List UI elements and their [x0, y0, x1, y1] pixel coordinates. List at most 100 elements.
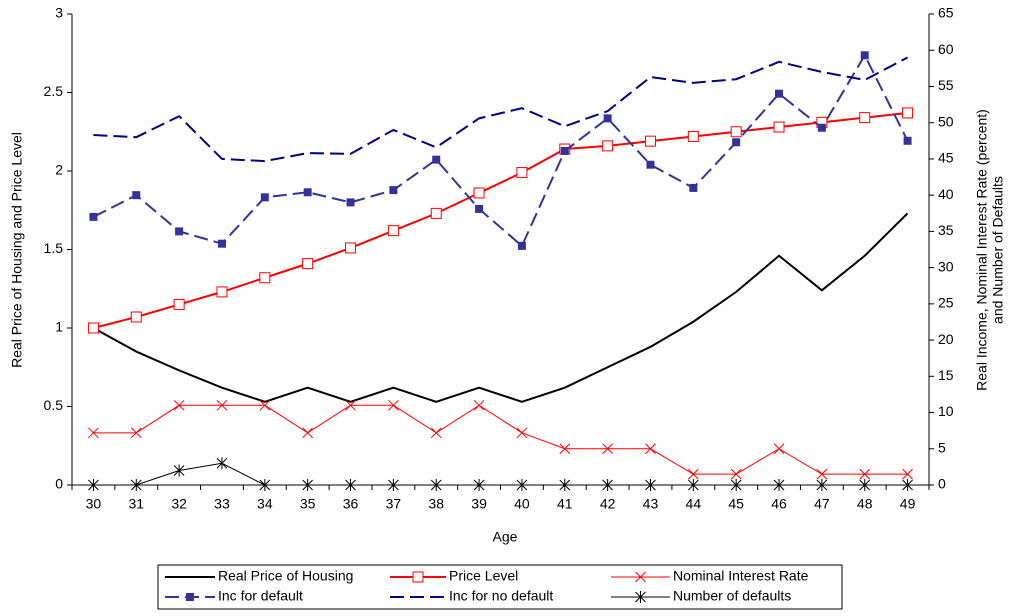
series-line [92, 212, 909, 403]
y-tick-label: 0.5 [44, 397, 64, 413]
legend-label: Real Price of Housing [218, 568, 353, 584]
point-marker [130, 479, 142, 491]
y-tick-label: 1.5 [44, 240, 64, 256]
y2-tick-label: 30 [938, 258, 954, 274]
legend-marker [635, 571, 646, 583]
point-marker [475, 204, 484, 213]
legend-marker [635, 591, 646, 603]
series-line [93, 111, 908, 329]
y2-tick-label: 15 [938, 367, 954, 383]
point-marker [173, 464, 185, 477]
point-marker [303, 188, 312, 197]
point-marker [130, 427, 142, 439]
x-tick-label: 35 [300, 496, 316, 512]
point-marker [345, 399, 356, 411]
x-tick-label: 47 [814, 496, 830, 512]
point-marker [560, 146, 569, 155]
point-marker [259, 399, 271, 411]
point-marker [516, 167, 528, 179]
point-marker [130, 311, 142, 323]
x-axis-title: Age [493, 529, 518, 545]
y2-tick-label: 10 [938, 403, 954, 419]
series-line [93, 56, 909, 163]
y2-tick-label: 20 [938, 331, 954, 347]
series-line [93, 404, 908, 475]
y2-tick-label: 40 [938, 186, 954, 202]
legend-label: Number of defaults [673, 588, 791, 604]
y-tick-label: 2 [55, 162, 63, 178]
point-marker [602, 140, 614, 152]
point-marker [259, 479, 271, 491]
x-tick-label: 36 [343, 496, 359, 512]
y2-tick-label: 45 [938, 150, 954, 166]
y2-axis-title: and Number of Defaults [990, 176, 1006, 324]
point-marker [689, 183, 698, 192]
x-tick-label: 45 [728, 496, 744, 512]
legend-label: Inc for default [218, 588, 303, 604]
series-line [93, 462, 908, 486]
point-marker [687, 468, 699, 480]
point-marker [473, 399, 485, 411]
point-marker [773, 443, 785, 455]
point-marker [302, 258, 314, 270]
point-marker [860, 51, 869, 60]
point-marker [559, 479, 571, 491]
point-marker [88, 427, 99, 439]
point-marker [132, 191, 141, 200]
y-axis-title: Real Price of Housing and Price Level [9, 132, 25, 368]
point-marker [645, 443, 656, 455]
y-tick-label: 0 [55, 476, 63, 492]
point-marker [473, 479, 485, 491]
point-marker [902, 107, 914, 119]
point-marker [260, 193, 269, 202]
point-marker [430, 207, 442, 219]
point-marker [646, 160, 655, 169]
y2-tick-label: 50 [938, 113, 954, 129]
point-marker [730, 126, 742, 138]
x-tick-label: 38 [428, 496, 444, 512]
point-marker [816, 479, 828, 491]
point-marker [687, 479, 699, 491]
point-marker [516, 479, 528, 491]
point-marker [859, 112, 871, 124]
y2-axis-title: Real Income, Nominal Interest Rate (perc… [974, 109, 990, 391]
point-marker [775, 89, 784, 98]
x-tick-label: 46 [771, 496, 787, 512]
point-marker [816, 468, 828, 480]
y2-tick-label: 55 [938, 77, 954, 93]
x-tick-label: 40 [514, 496, 530, 512]
point-marker [773, 479, 785, 491]
point-marker [216, 457, 228, 470]
point-marker [859, 468, 871, 480]
point-marker [903, 136, 912, 145]
point-marker [432, 155, 441, 164]
point-marker [559, 443, 571, 455]
y2-tick-label: 25 [938, 295, 954, 311]
point-marker [89, 212, 98, 221]
point-marker [902, 479, 913, 491]
x-tick-label: 48 [857, 496, 873, 512]
y2-tick-label: 5 [938, 439, 946, 455]
y2-tick-label: 35 [938, 222, 954, 238]
point-marker [516, 427, 528, 439]
x-tick-label: 44 [686, 496, 702, 512]
x-tick-label: 30 [86, 496, 102, 512]
point-marker [430, 479, 442, 491]
point-marker [473, 187, 485, 199]
y-tick-label: 1 [55, 319, 63, 335]
point-marker [430, 427, 442, 439]
point-marker [345, 242, 357, 254]
point-marker [732, 138, 741, 147]
point-marker [388, 479, 399, 491]
point-marker [388, 399, 399, 411]
point-marker [389, 186, 398, 195]
x-tick-label: 41 [557, 496, 573, 512]
point-marker [217, 239, 226, 248]
point-marker [687, 130, 699, 142]
point-marker [644, 135, 656, 147]
point-marker [602, 443, 613, 455]
point-marker [387, 225, 399, 237]
x-tick-label: 43 [643, 496, 659, 512]
x-tick-label: 31 [128, 496, 144, 512]
